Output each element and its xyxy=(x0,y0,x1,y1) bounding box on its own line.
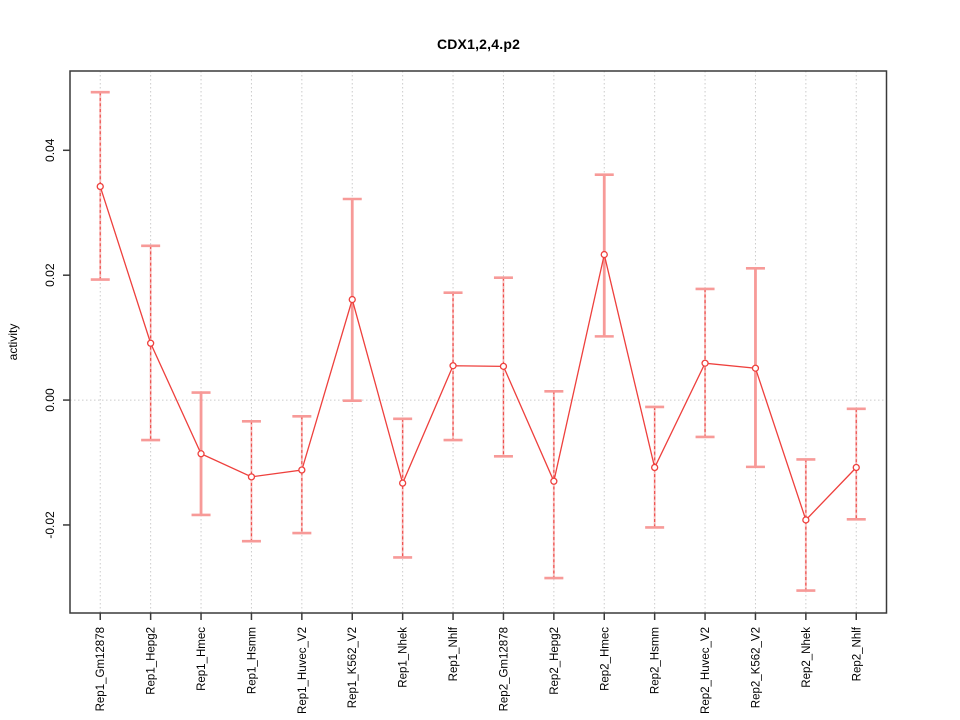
data-point-marker xyxy=(449,362,457,370)
x-tick-label: Rep2_Gm12878 xyxy=(498,627,510,711)
x-tick-label: Rep2_Hsmm xyxy=(650,627,662,694)
data-point-marker xyxy=(146,339,155,347)
y-tick-label: 0.04 xyxy=(43,138,57,162)
data-point-marker xyxy=(298,466,306,474)
data-point-marker xyxy=(852,463,860,472)
data-point-marker xyxy=(802,516,810,524)
x-tick-label: Rep2_K562_V2 xyxy=(750,627,762,708)
data-point-marker xyxy=(600,250,608,259)
x-tick-label: Rep2_Hepg2 xyxy=(549,627,561,695)
plot-border xyxy=(69,70,888,614)
x-tick-label: Rep2_Nhlf xyxy=(851,626,863,681)
data-point-marker xyxy=(651,463,659,472)
x-tick-label: Rep1_Nhlf xyxy=(448,626,460,681)
data-point-marker xyxy=(398,479,407,487)
x-tick-label: Rep1_Nhek xyxy=(398,627,410,688)
x-tick-label: Rep1_K562_V2 xyxy=(347,627,359,708)
data-point-marker xyxy=(499,362,508,371)
x-tick-label: Rep2_Hmec xyxy=(599,627,611,691)
x-tick-label: Rep1_Hepg2 xyxy=(146,627,158,695)
x-tick-label: Rep1_Hsmm xyxy=(246,627,258,694)
x-tick-label: Rep1_Gm12878 xyxy=(95,627,107,711)
data-point-marker xyxy=(197,450,205,458)
x-tick-label: Rep2_Huvec_V2 xyxy=(700,627,712,714)
data-point-marker xyxy=(247,473,256,481)
data-point-marker xyxy=(751,364,760,372)
data-point-marker xyxy=(96,182,104,191)
data-point-marker xyxy=(550,477,558,485)
x-tick-label: Rep1_Hmec xyxy=(196,627,208,691)
chart-title: CDX1,2,4.p2 xyxy=(436,36,521,52)
y-tick-label: -0.02 xyxy=(43,511,57,539)
data-point-marker xyxy=(348,295,356,304)
series-line xyxy=(99,186,857,522)
y-tick-label: 0.00 xyxy=(43,388,57,412)
x-tick-label: Rep2_Nhek xyxy=(801,627,813,688)
data-point-marker xyxy=(701,359,709,367)
x-tick-label: Rep1_Huvec_V2 xyxy=(297,627,309,714)
y-tick-label: 0.02 xyxy=(43,263,57,287)
